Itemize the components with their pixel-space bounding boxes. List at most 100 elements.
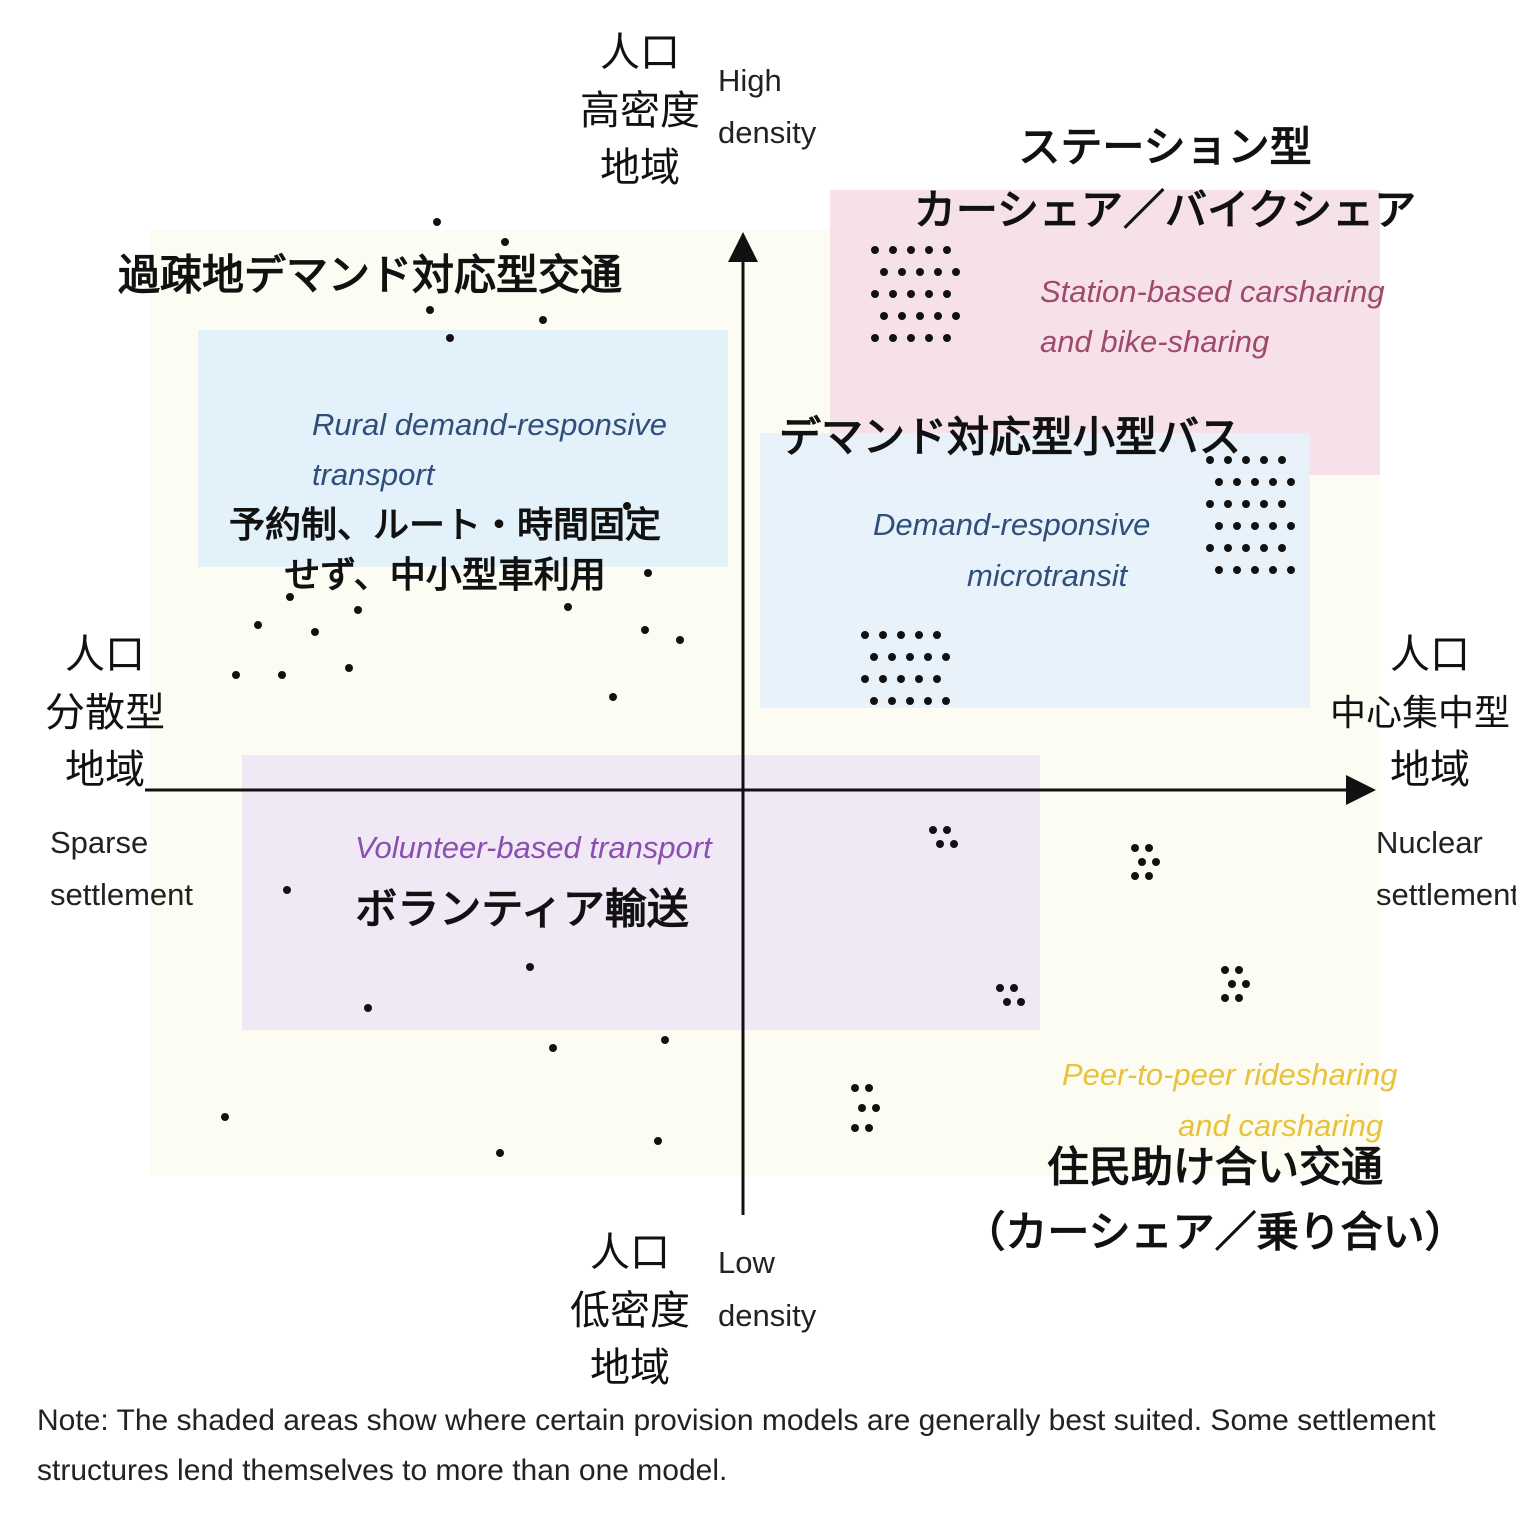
dot (676, 636, 684, 644)
dot (1003, 998, 1011, 1006)
dot (286, 593, 294, 601)
dot (609, 693, 617, 701)
dot (880, 268, 888, 276)
region-label: and bike-sharing (1040, 324, 1269, 359)
region-label: Peer-to-peer ridesharing (1062, 1057, 1397, 1092)
rural-region (198, 330, 728, 567)
dot (221, 1113, 229, 1121)
dot (1206, 544, 1214, 552)
dot (925, 334, 933, 342)
dot (925, 246, 933, 254)
dot (929, 826, 937, 834)
dot (1242, 544, 1250, 552)
region-label: Volunteer-based transport (355, 830, 713, 865)
dot (934, 312, 942, 320)
region-detail: せず、中小型車利用 (284, 555, 605, 596)
dot (925, 290, 933, 298)
dot (1260, 456, 1268, 464)
dot (943, 334, 951, 342)
region-label: Demand-responsive (873, 507, 1150, 542)
dot (924, 653, 932, 661)
dot (1260, 500, 1268, 508)
dot (539, 316, 547, 324)
dot (870, 697, 878, 705)
dot (1269, 478, 1277, 486)
dot (254, 621, 262, 629)
dot (283, 886, 291, 894)
dot (1278, 456, 1286, 464)
dot (861, 675, 869, 683)
axis-label: 地域 (65, 747, 145, 793)
dot (1228, 980, 1236, 988)
dot (879, 631, 887, 639)
region-label: and carsharing (1178, 1108, 1383, 1143)
dot (933, 631, 941, 639)
dot (1215, 522, 1223, 530)
region-label: microtransit (967, 558, 1129, 593)
dot (1221, 994, 1229, 1002)
axis-label: Nuclear (1376, 825, 1483, 860)
dot (888, 697, 896, 705)
dot (1235, 966, 1243, 974)
dot (865, 1084, 873, 1092)
dot (907, 246, 915, 254)
dot (907, 290, 915, 298)
dot (996, 984, 1004, 992)
dot (1224, 500, 1232, 508)
dot (526, 963, 534, 971)
volunteer-region (242, 755, 1040, 1030)
dot (1235, 994, 1243, 1002)
dot (1269, 566, 1277, 574)
dot (942, 653, 950, 661)
dot (1224, 456, 1232, 464)
dot (1287, 566, 1295, 574)
dot (1138, 858, 1146, 866)
dot (1010, 984, 1018, 992)
axis-label: 中心集中型 (1330, 693, 1510, 734)
dot (915, 675, 923, 683)
dot (898, 268, 906, 276)
dot (278, 671, 286, 679)
dot (865, 1124, 873, 1132)
axis-label: 高密度 (580, 88, 700, 134)
region-title: 住民助け合い交通 (1047, 1143, 1383, 1192)
dot (1233, 522, 1241, 530)
dot (1233, 566, 1241, 574)
dot (943, 246, 951, 254)
dot (916, 312, 924, 320)
dot (1215, 566, 1223, 574)
dot (1242, 456, 1250, 464)
dot (952, 268, 960, 276)
dot (872, 1104, 880, 1112)
dot (564, 603, 572, 611)
dot (952, 312, 960, 320)
dot (942, 697, 950, 705)
axis-label: 地域 (600, 145, 680, 191)
dot (1251, 478, 1259, 486)
dot (1278, 544, 1286, 552)
dot (870, 653, 878, 661)
axis-label: density (718, 115, 817, 150)
dot (644, 569, 652, 577)
dot (861, 631, 869, 639)
axis-label: 人口 (600, 30, 680, 76)
dot (898, 312, 906, 320)
axis-label: 人口 (1390, 632, 1470, 678)
axis-label: settlement (50, 877, 193, 912)
dot (943, 290, 951, 298)
dot (1287, 478, 1295, 486)
dot (354, 606, 362, 614)
axis-label: 地域 (1390, 747, 1470, 793)
dot (936, 840, 944, 848)
dot (889, 246, 897, 254)
dot (871, 246, 879, 254)
axis-label: settlement (1376, 877, 1516, 912)
axis-label: Low (718, 1245, 775, 1280)
dot (906, 697, 914, 705)
dot (1152, 858, 1160, 866)
axis-label: 人口 (590, 1230, 670, 1276)
dot (888, 653, 896, 661)
dot (934, 268, 942, 276)
axis-label: 地域 (590, 1345, 670, 1391)
